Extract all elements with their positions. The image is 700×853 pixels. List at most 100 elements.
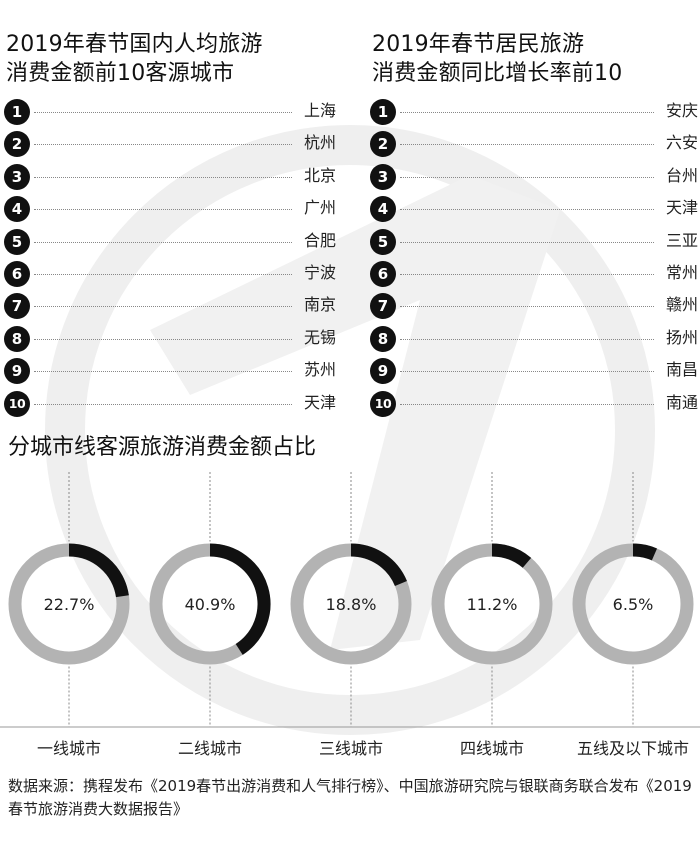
dotted-leader [400,371,654,373]
dotted-leader [400,306,654,308]
rank-row: 1 上海 [4,96,336,128]
donut-chart-area: 22.7% 一线城市 40.9% 二线城市 18.8% 三线城市 11.2% 四线城市 6.5%… [0,472,700,758]
rank-row: 9 苏州 [4,355,336,387]
rank-number-badge: 5 [370,228,396,255]
rank-number-badge: 2 [370,131,396,158]
rank-row: 5 合肥 [4,226,336,258]
left-panel-title: 2019年春节国内人均旅游 消费金额前10客源城市 [6,32,263,86]
rank-city: 天津 [303,392,336,412]
rank-city: 扬州 [665,327,698,347]
dotted-leader [400,144,654,146]
dotted-leader [34,176,292,178]
rank-row: 6 宁波 [4,258,336,290]
rank-number-badge: 8 [370,325,396,352]
dotted-leader [400,241,654,243]
rank-city: 安庆 [665,101,698,120]
rank-city: 广州 [303,198,336,218]
rank-city: 南通 [665,392,698,412]
donut-value-arc [491,543,532,568]
dotted-leader [34,371,292,373]
rank-row: 7 赣州 [370,290,698,322]
rank-number-badge: 8 [4,325,30,352]
dotted-leader [34,144,292,146]
donut-value-label: 40.9% [185,595,236,614]
rank-city: 南京 [303,295,336,315]
rank-row: 3 北京 [4,161,336,193]
rank-number-badge: 6 [370,260,396,287]
donut-value-arc [68,543,129,598]
rank-row: 1 安庆 [370,96,698,128]
rank-number-badge: 1 [4,99,30,125]
donut-value-label: 22.7% [44,595,95,614]
donut-value-label: 6.5% [613,595,654,614]
donut-value-arc [209,543,271,655]
rank-number-badge: 7 [4,293,30,320]
rank-row: 10 天津 [4,388,336,420]
rank-number-badge: 10 [4,390,30,417]
rank-city: 南昌 [665,360,698,380]
dotted-leader [400,112,654,113]
rank-number-badge: 2 [4,131,30,158]
rank-city: 台州 [665,165,698,185]
rank-row: 10 南通 [370,388,698,420]
rank-number-badge: 4 [4,196,30,223]
donut-value-label: 18.8% [326,595,377,614]
right-ranking-panel: 2019年春节居民旅游 消费金额同比增长率前10 1 安庆 2 六安 3 台州 4 天津 5 三亚… [370,30,698,420]
rank-number-badge: 1 [370,99,396,125]
donut-value-arc [632,543,658,561]
donut-category-label: 二线城市 [178,739,242,758]
dotted-leader [400,273,654,275]
rank-city: 北京 [303,165,336,185]
rank-city: 上海 [303,101,336,120]
dotted-leader [34,209,292,211]
rank-number-badge: 3 [4,163,30,190]
rank-row: 6 常州 [370,258,698,290]
rank-row: 9 南昌 [370,355,698,387]
rank-city: 常州 [665,262,698,282]
rank-row: 2 六安 [370,128,698,160]
rank-city: 天津 [665,198,698,218]
rank-city: 宁波 [303,262,336,282]
dotted-leader [34,403,292,405]
rank-city: 合肥 [303,230,336,250]
rank-row: 7 南京 [4,290,336,322]
dotted-leader [400,403,654,405]
rank-row: 4 广州 [4,193,336,225]
rank-row: 2 杭州 [4,128,336,160]
left-ranking-list: 1 上海 2 杭州 3 北京 4 广州 5 合肥 6 宁波 7 南京 8 无锡 9 苏州 10 天津 [4,96,336,420]
rank-number-badge: 6 [4,260,30,287]
donut-category-label: 一线城市 [37,739,101,758]
rank-number-badge: 4 [370,196,396,223]
donut-category-label: 四线城市 [460,739,524,758]
dotted-leader [34,241,292,243]
rank-city: 赣州 [665,295,698,315]
dotted-leader [400,176,654,178]
rank-row: 5 三亚 [370,226,698,258]
rank-number-badge: 9 [4,358,30,385]
rank-row: 8 扬州 [370,323,698,355]
rank-number-badge: 3 [370,163,396,190]
rank-city: 无锡 [303,327,336,347]
rank-city: 六安 [665,133,698,153]
chart-title: 分城市线客源旅游消费金额占比 [8,435,317,460]
rank-row: 3 台州 [370,161,698,193]
donut-category-label: 三线城市 [319,739,383,758]
rank-number-badge: 7 [370,293,396,320]
donut-value-arc [350,543,407,587]
right-ranking-list: 1 安庆 2 六安 3 台州 4 天津 5 三亚 6 常州 7 赣州 8 扬州 9 南昌 10 南通 [370,96,698,420]
rank-city: 三亚 [665,230,698,250]
donut-category-label: 五线及以下城市 [577,739,689,758]
left-ranking-panel: 2019年春节国内人均旅游 消费金额前10客源城市 1 上海 2 杭州 3 北京 4 广州 5 合… [4,30,336,420]
rank-number-badge: 9 [370,358,396,385]
rank-city: 杭州 [303,133,336,153]
dotted-leader [34,338,292,340]
rank-row: 8 无锡 [4,323,336,355]
rank-number-badge: 10 [370,390,396,417]
donut-value-label: 11.2% [467,595,518,614]
dotted-leader [400,209,654,211]
rank-city: 苏州 [303,360,336,380]
rank-number-badge: 5 [4,228,30,255]
dotted-leader [34,112,292,113]
dotted-leader [400,338,654,340]
